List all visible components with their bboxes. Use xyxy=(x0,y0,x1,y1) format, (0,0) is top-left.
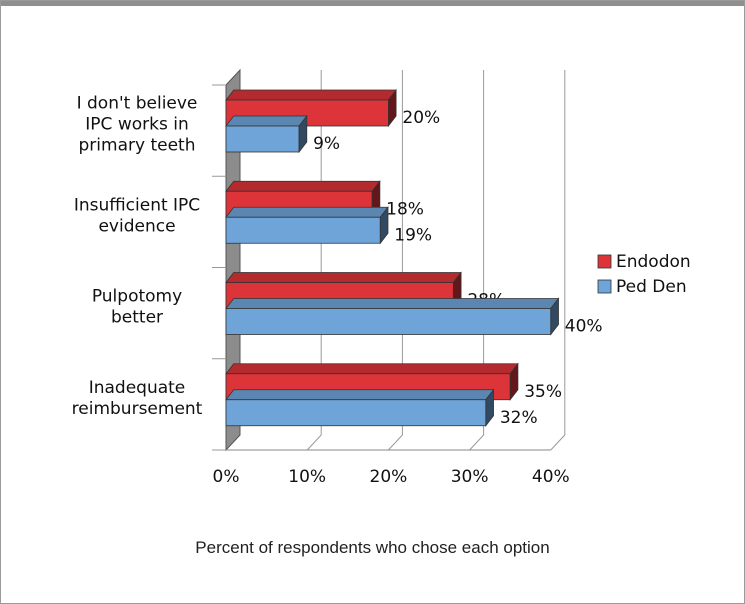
category-label: reimbursement xyxy=(72,399,203,419)
bar xyxy=(225,399,487,427)
bar-top-face xyxy=(225,272,462,283)
data-label: 18% xyxy=(386,199,424,219)
bar xyxy=(225,308,552,335)
category-label: IPC works in xyxy=(85,115,188,135)
bar-side-face xyxy=(387,88,397,128)
gridline-floor xyxy=(388,434,403,451)
bar-top-face xyxy=(225,363,519,375)
bar-top-face xyxy=(225,180,381,192)
bar-side-face xyxy=(298,114,308,154)
category-label: better xyxy=(111,308,163,328)
data-label: 9% xyxy=(313,134,340,154)
data-label: 40% xyxy=(565,317,603,337)
x-axis-title: Percent of respondents who chose each op… xyxy=(195,538,550,557)
x-tick-label: 20% xyxy=(370,467,408,487)
category-label: I don't believe xyxy=(77,94,198,114)
gridline-floor xyxy=(306,434,322,451)
bar-top-face xyxy=(225,206,389,218)
bar-top-face xyxy=(225,389,495,401)
legend-label: Endodon xyxy=(616,252,691,272)
category-label: Insufficient IPC xyxy=(74,195,200,215)
bar-top-face xyxy=(225,298,560,309)
frame-top-border xyxy=(0,0,745,6)
category-label: primary teeth xyxy=(79,136,196,156)
bar-side-face xyxy=(379,206,389,245)
bar-side-face xyxy=(509,362,519,401)
legend-label: Ped Den xyxy=(616,277,687,297)
gridline-floor xyxy=(550,434,566,451)
x-tick-label: 0% xyxy=(213,467,240,487)
x-tick-label: 10% xyxy=(288,467,326,487)
data-label: 35% xyxy=(524,382,562,402)
x-tick-label: 30% xyxy=(451,467,489,487)
category-label: Pulpotomy xyxy=(92,287,182,307)
category-label: evidence xyxy=(98,216,175,236)
x-tick-label: 40% xyxy=(532,467,570,487)
data-label: 20% xyxy=(402,108,440,128)
data-label: 32% xyxy=(500,408,538,428)
legend-swatch xyxy=(597,279,612,294)
category-label: Inadequate xyxy=(89,378,186,398)
bar-side-face xyxy=(550,297,559,336)
bar-top-face xyxy=(225,115,308,127)
gridline-floor xyxy=(469,434,484,451)
bar xyxy=(225,216,381,244)
legend-swatch xyxy=(597,254,612,269)
data-label: 19% xyxy=(394,225,432,245)
bar-side-face xyxy=(485,388,494,427)
bar xyxy=(225,125,300,153)
bar-top-face xyxy=(225,89,397,101)
